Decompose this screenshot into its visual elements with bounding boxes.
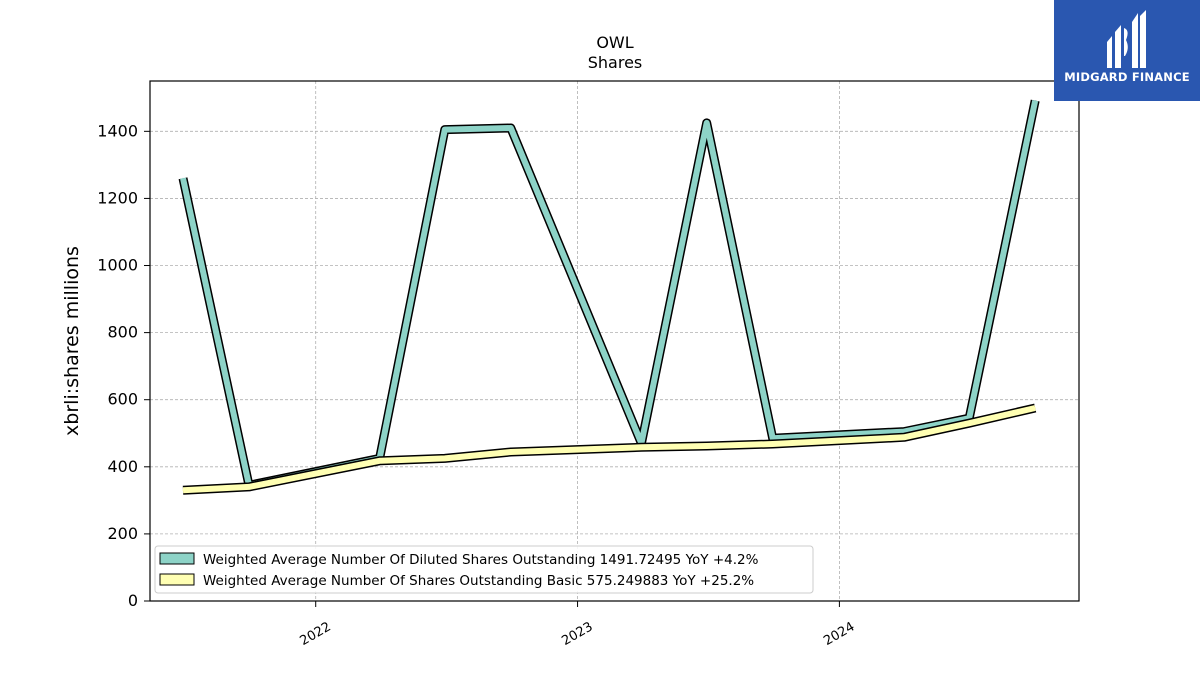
legend-label-basic: Weighted Average Number Of Shares Outsta… bbox=[203, 573, 754, 589]
data-point-basic bbox=[903, 436, 905, 438]
y-tick-label: 800 bbox=[107, 323, 138, 342]
y-tick-label: 200 bbox=[107, 524, 138, 543]
data-point-basic bbox=[968, 422, 970, 424]
legend-label-diluted: Weighted Average Number Of Diluted Share… bbox=[203, 552, 759, 568]
x-axis-ticks: 2022 2023 2024 bbox=[298, 601, 857, 649]
data-point-basic bbox=[182, 489, 184, 491]
midgard-finance-logo: MIDGARD FINANCE bbox=[1054, 0, 1200, 101]
y-axis-label: xbrli:shares millions bbox=[61, 246, 83, 436]
series-layer bbox=[178, 99, 1040, 495]
chart-subtitle: Shares bbox=[588, 53, 643, 72]
data-point-basic bbox=[772, 443, 774, 445]
legend-box bbox=[154, 545, 814, 594]
grid-lines bbox=[150, 81, 1079, 601]
midgard-logo-icon bbox=[1107, 10, 1146, 68]
data-point-diluted bbox=[968, 417, 970, 419]
chart-title: OWL bbox=[596, 33, 633, 52]
y-tick-label: 400 bbox=[107, 457, 138, 476]
data-point-basic bbox=[248, 486, 250, 488]
y-tick-label: 600 bbox=[107, 390, 138, 409]
data-point-diluted bbox=[903, 430, 905, 433]
data-point-basic bbox=[706, 445, 708, 447]
data-point-diluted bbox=[444, 129, 446, 131]
legend-swatch-basic bbox=[159, 573, 195, 586]
x-tick-label: 2023 bbox=[559, 619, 595, 649]
series-outline-diluted bbox=[178, 99, 1040, 490]
data-point-basic bbox=[444, 457, 446, 460]
data-point-basic bbox=[510, 451, 512, 453]
data-point-diluted bbox=[772, 437, 774, 439]
plot-frame bbox=[149, 80, 1080, 602]
legend-swatch-diluted bbox=[159, 552, 195, 565]
y-tick-label: 0 bbox=[128, 591, 138, 610]
data-point-basic bbox=[1034, 407, 1036, 409]
data-point-diluted bbox=[1034, 99, 1036, 102]
data-point-diluted bbox=[182, 177, 184, 179]
x-tick-label: 2024 bbox=[821, 619, 857, 649]
x-tick-label: 2022 bbox=[298, 619, 334, 649]
data-point-diluted bbox=[510, 127, 512, 129]
data-point-basic bbox=[640, 446, 643, 448]
data-point-basic bbox=[378, 460, 381, 462]
y-tick-label: 1400 bbox=[97, 121, 138, 140]
y-axis-ticks: 0 200 400 600 800 1000 1200 1400 bbox=[97, 121, 150, 610]
y-tick-label: 1000 bbox=[97, 256, 138, 275]
data-point-diluted bbox=[706, 122, 708, 124]
logo-text: MIDGARD FINANCE bbox=[1064, 70, 1190, 84]
y-tick-label: 1200 bbox=[97, 188, 138, 207]
legend: Weighted Average Number Of Diluted Share… bbox=[154, 545, 814, 594]
